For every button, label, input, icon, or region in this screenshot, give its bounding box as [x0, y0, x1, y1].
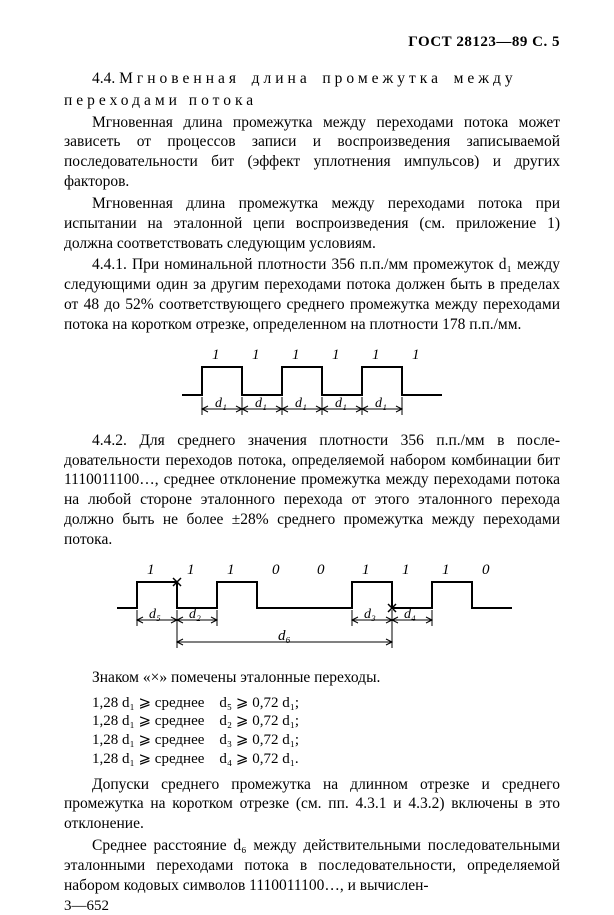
sec442-text: 4.4.2. Для среднего значения плотности 3… [64, 432, 560, 548]
fig2-dims-upper [137, 610, 432, 626]
fig2-l8: 0 [482, 562, 490, 578]
ineq-row-2: 1,28 d₁ ⩾ среднее d₃ ⩾ 0,72 d₁; [92, 731, 560, 750]
fig1-d0: d₁ [215, 396, 227, 411]
tail-p1: Допуски среднего промежутка на длинном о… [64, 775, 560, 834]
mark-note: Знаком «×» помечены эталонные переходы. [64, 668, 560, 688]
inequality-block: 1,28 d₁ ⩾ среднее d₅ ⩾ 0,72 d₁; 1,28 d₁ … [92, 694, 560, 769]
fig2-d5: d₅ [149, 607, 161, 622]
sec44-title: 4.4. Мгновенная длина промежутка между [64, 69, 560, 89]
fig2-d4: d₄ [404, 607, 416, 622]
fig2-l6: 1 [402, 562, 410, 578]
sec44-w2: длина [252, 70, 311, 87]
ineq-row-0: 1,28 d₁ ⩾ среднее d₅ ⩾ 0,72 d₁; [92, 694, 560, 713]
fig1-l0: 1 [212, 347, 220, 363]
tail-p2: Среднее расстояние d₆ между действительн… [64, 836, 560, 895]
sec441-text: 4.4.1. При номинальной плотности 356 п.п… [64, 256, 560, 332]
sec44-p1: Мгновенная длина промежутка между перехо… [64, 113, 560, 192]
footer-signature: 3—652 [64, 898, 560, 915]
fig2-l1: 1 [187, 562, 195, 578]
page-header-code: ГОСТ 28123—89 С. 5 [64, 34, 560, 51]
ineq-row-1: 1,28 d₁ ⩾ среднее d₂ ⩾ 0,72 d₁; [92, 712, 560, 731]
tail-p1-text: Допуски среднего промежутка на длинном о… [64, 776, 560, 833]
sec44-p2-text: Мгновенная длина промежутка между перехо… [64, 195, 560, 252]
mark-note-text: Знаком «×» помечены эталонные переходы. [92, 669, 380, 686]
fig1-d1: d₁ [255, 396, 267, 411]
fig1-d4: d₁ [375, 396, 387, 411]
figure-2: 1 1 1 0 0 1 1 1 0 [102, 560, 522, 660]
fig2-l3: 0 [272, 562, 280, 578]
sec44-w1: Мгновенная [119, 70, 240, 87]
fig2-xmarks [173, 578, 396, 612]
fig2-d6-label: d₆ [278, 628, 291, 644]
sec44-title-line2-text: переходами потока [64, 92, 257, 109]
fig1-l5: 1 [412, 347, 420, 363]
page: ГОСТ 28123—89 С. 5 4.4. Мгновенная длина… [0, 0, 614, 871]
sec44-num: 4.4. [92, 70, 115, 87]
sec44-w3: промежутка [322, 70, 442, 87]
sec44-w4: между [454, 70, 517, 87]
fig2-l7: 1 [442, 562, 450, 578]
fig2-d2: d₂ [189, 607, 201, 622]
sec44-title-line2: переходами потока [64, 91, 560, 111]
fig2-l5: 1 [362, 562, 370, 578]
sec44-p2: Мгновенная длина промежутка между перехо… [64, 194, 560, 253]
fig2-d3: d₃ [364, 607, 376, 622]
fig1-wave [182, 367, 442, 395]
fig1-l2: 1 [292, 347, 300, 363]
sec441: 4.4.1. При номинальной плотности 356 п.п… [64, 255, 560, 334]
fig1-l1: 1 [252, 347, 260, 363]
fig1-l4: 1 [372, 347, 380, 363]
sec44-p1-text: Мгновенная длина промежутка между перехо… [64, 114, 560, 190]
fig1-d2: d₁ [295, 396, 307, 411]
fig1-l3: 1 [332, 347, 340, 363]
sec442: 4.4.2. Для среднего значения плотности 3… [64, 431, 560, 550]
fig1-d3: d₁ [335, 396, 347, 411]
figure-1: 1 1 1 1 1 1 d₁ d₁ [162, 345, 462, 423]
ineq-row-3: 1,28 d₁ ⩾ среднее d₄ ⩾ 0,72 d₁. [92, 750, 560, 769]
fig2-l2: 1 [227, 562, 235, 578]
tail-p2-text: Среднее расстояние d₆ между действительн… [64, 837, 560, 894]
fig2-wave [117, 582, 512, 608]
fig2-l0: 1 [147, 562, 155, 578]
fig2-l4: 0 [317, 562, 325, 578]
